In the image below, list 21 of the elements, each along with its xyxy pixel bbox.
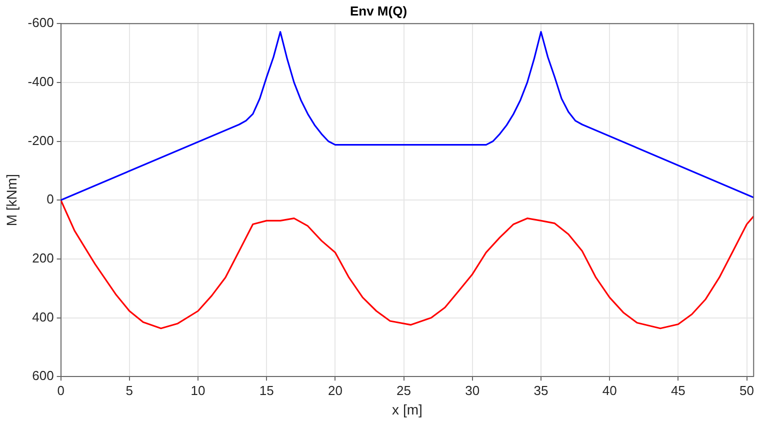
y-tick-label: -600: [28, 15, 54, 30]
chart-title: Env M(Q): [350, 3, 408, 18]
y-tick-label: 0: [46, 192, 54, 207]
x-tick-label: 45: [670, 382, 686, 398]
y-tick-label: -400: [28, 74, 54, 90]
y-tick-label: 200: [32, 250, 54, 266]
x-tick-label: 35: [534, 382, 548, 398]
x-tick-label: 25: [396, 382, 412, 398]
x-tick-label: 50: [740, 382, 754, 398]
x-tick-label: 15: [259, 382, 274, 398]
y-tick-label: 400: [32, 309, 54, 324]
y-tick-label: -200: [28, 132, 54, 148]
y-axis-title: M [kNm]: [3, 174, 20, 226]
x-tick-label: 10: [190, 382, 206, 398]
x-axis-title: x [m]: [392, 401, 422, 418]
x-tick-label: 5: [126, 382, 134, 398]
y-tick-label: 600: [32, 368, 54, 384]
x-tick-label: 30: [465, 382, 480, 398]
x-tick-label: 40: [602, 382, 617, 398]
x-tick-label: 0: [57, 382, 64, 398]
x-tick-label: 20: [328, 382, 342, 398]
